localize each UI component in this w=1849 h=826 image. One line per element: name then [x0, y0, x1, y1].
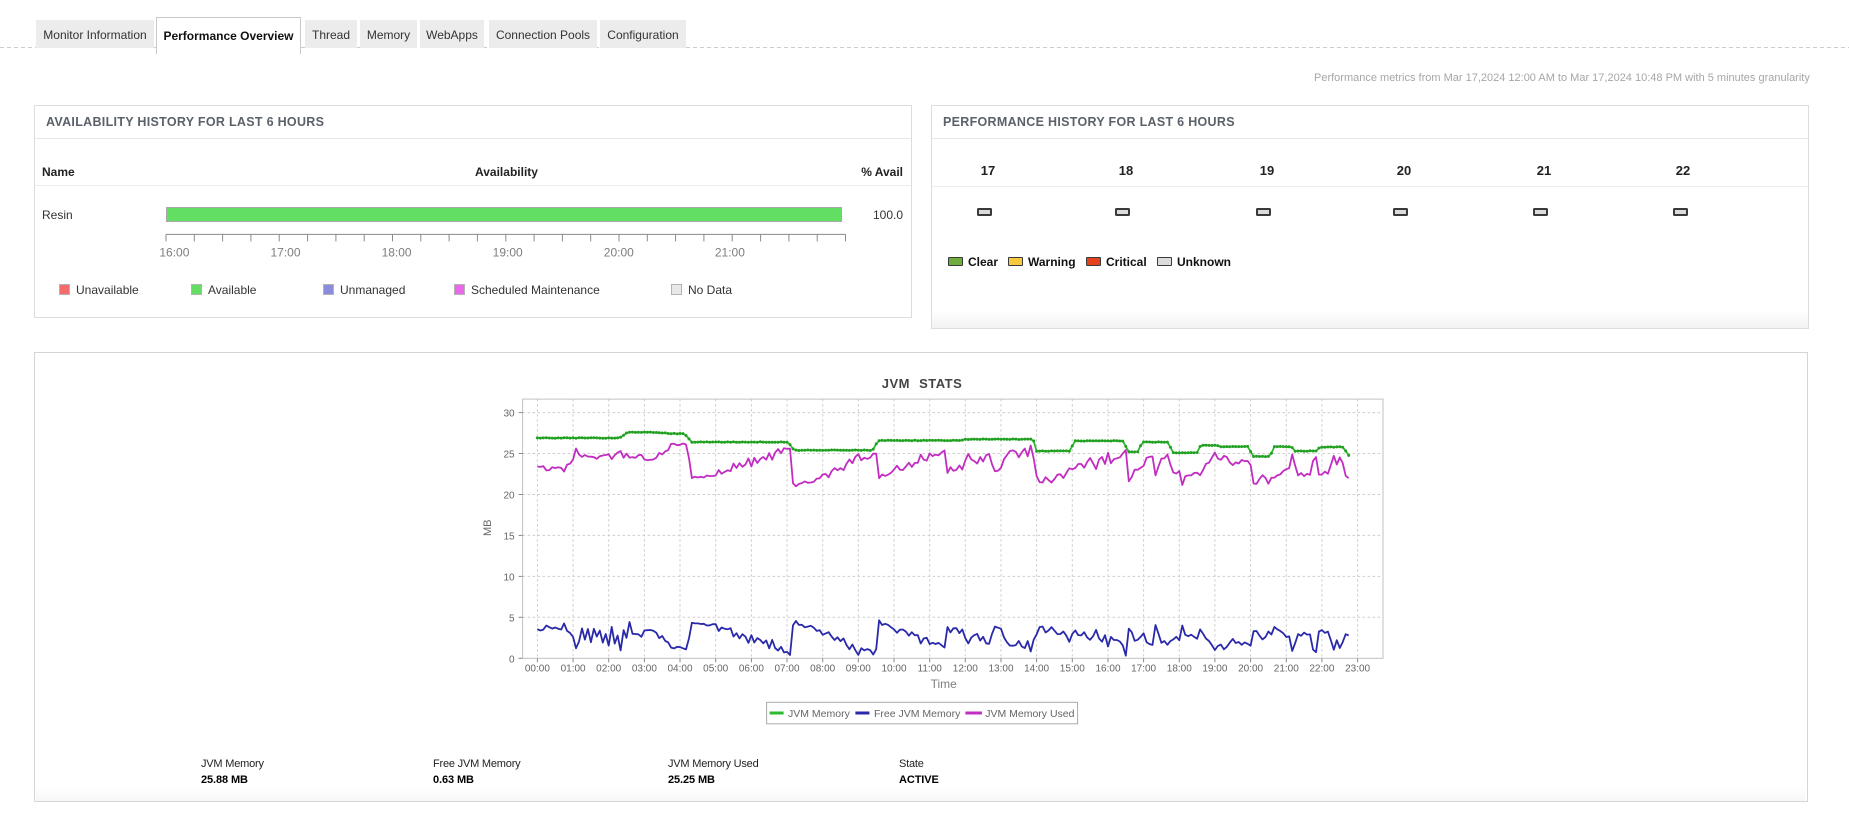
svg-text:MB: MB [482, 520, 494, 537]
svg-text:18:00: 18:00 [382, 246, 412, 260]
svg-text:22:00: 22:00 [1309, 664, 1334, 675]
svg-text:19:00: 19:00 [493, 246, 523, 260]
svg-text:00:00: 00:00 [525, 664, 550, 675]
svg-text:07:00: 07:00 [774, 664, 799, 675]
svg-text:17:00: 17:00 [1131, 664, 1156, 675]
svg-text:25: 25 [503, 450, 515, 461]
svg-text:04:00: 04:00 [667, 664, 692, 675]
svg-text:08:00: 08:00 [810, 664, 835, 675]
svg-text:14:00: 14:00 [1024, 664, 1049, 675]
svg-text:20:00: 20:00 [1238, 664, 1263, 675]
svg-text:16:00: 16:00 [159, 246, 189, 260]
svg-text:16:00: 16:00 [1095, 664, 1120, 675]
svg-text:05:00: 05:00 [703, 664, 728, 675]
svg-text:23:00: 23:00 [1345, 664, 1370, 675]
svg-text:13:00: 13:00 [988, 664, 1013, 675]
svg-text:20:00: 20:00 [604, 246, 634, 260]
svg-text:10:00: 10:00 [881, 664, 906, 675]
svg-text:01:00: 01:00 [561, 664, 586, 675]
svg-text:15: 15 [503, 531, 515, 542]
svg-text:Free JVM Memory: Free JVM Memory [874, 708, 961, 720]
svg-text:06:00: 06:00 [739, 664, 764, 675]
svg-text:21:00: 21:00 [1274, 664, 1299, 675]
svg-text:11:00: 11:00 [918, 664, 943, 675]
svg-text:30: 30 [503, 409, 515, 420]
svg-text:5: 5 [509, 613, 515, 624]
svg-text:09:00: 09:00 [846, 664, 871, 675]
svg-text:JVM Memory: JVM Memory [788, 708, 851, 720]
svg-text:12:00: 12:00 [953, 664, 978, 675]
svg-text:0: 0 [509, 654, 515, 665]
svg-text:Time: Time [931, 677, 958, 691]
svg-text:17:00: 17:00 [270, 246, 300, 260]
svg-text:03:00: 03:00 [632, 664, 657, 675]
svg-text:18:00: 18:00 [1167, 664, 1192, 675]
svg-text:15:00: 15:00 [1060, 664, 1085, 675]
svg-text:19:00: 19:00 [1202, 664, 1227, 675]
svg-text:20: 20 [503, 491, 515, 502]
svg-text:02:00: 02:00 [596, 664, 621, 675]
svg-text:21:00: 21:00 [715, 246, 745, 260]
svg-text:JVM Memory Used: JVM Memory Used [985, 708, 1074, 720]
svg-text:10: 10 [503, 572, 515, 583]
